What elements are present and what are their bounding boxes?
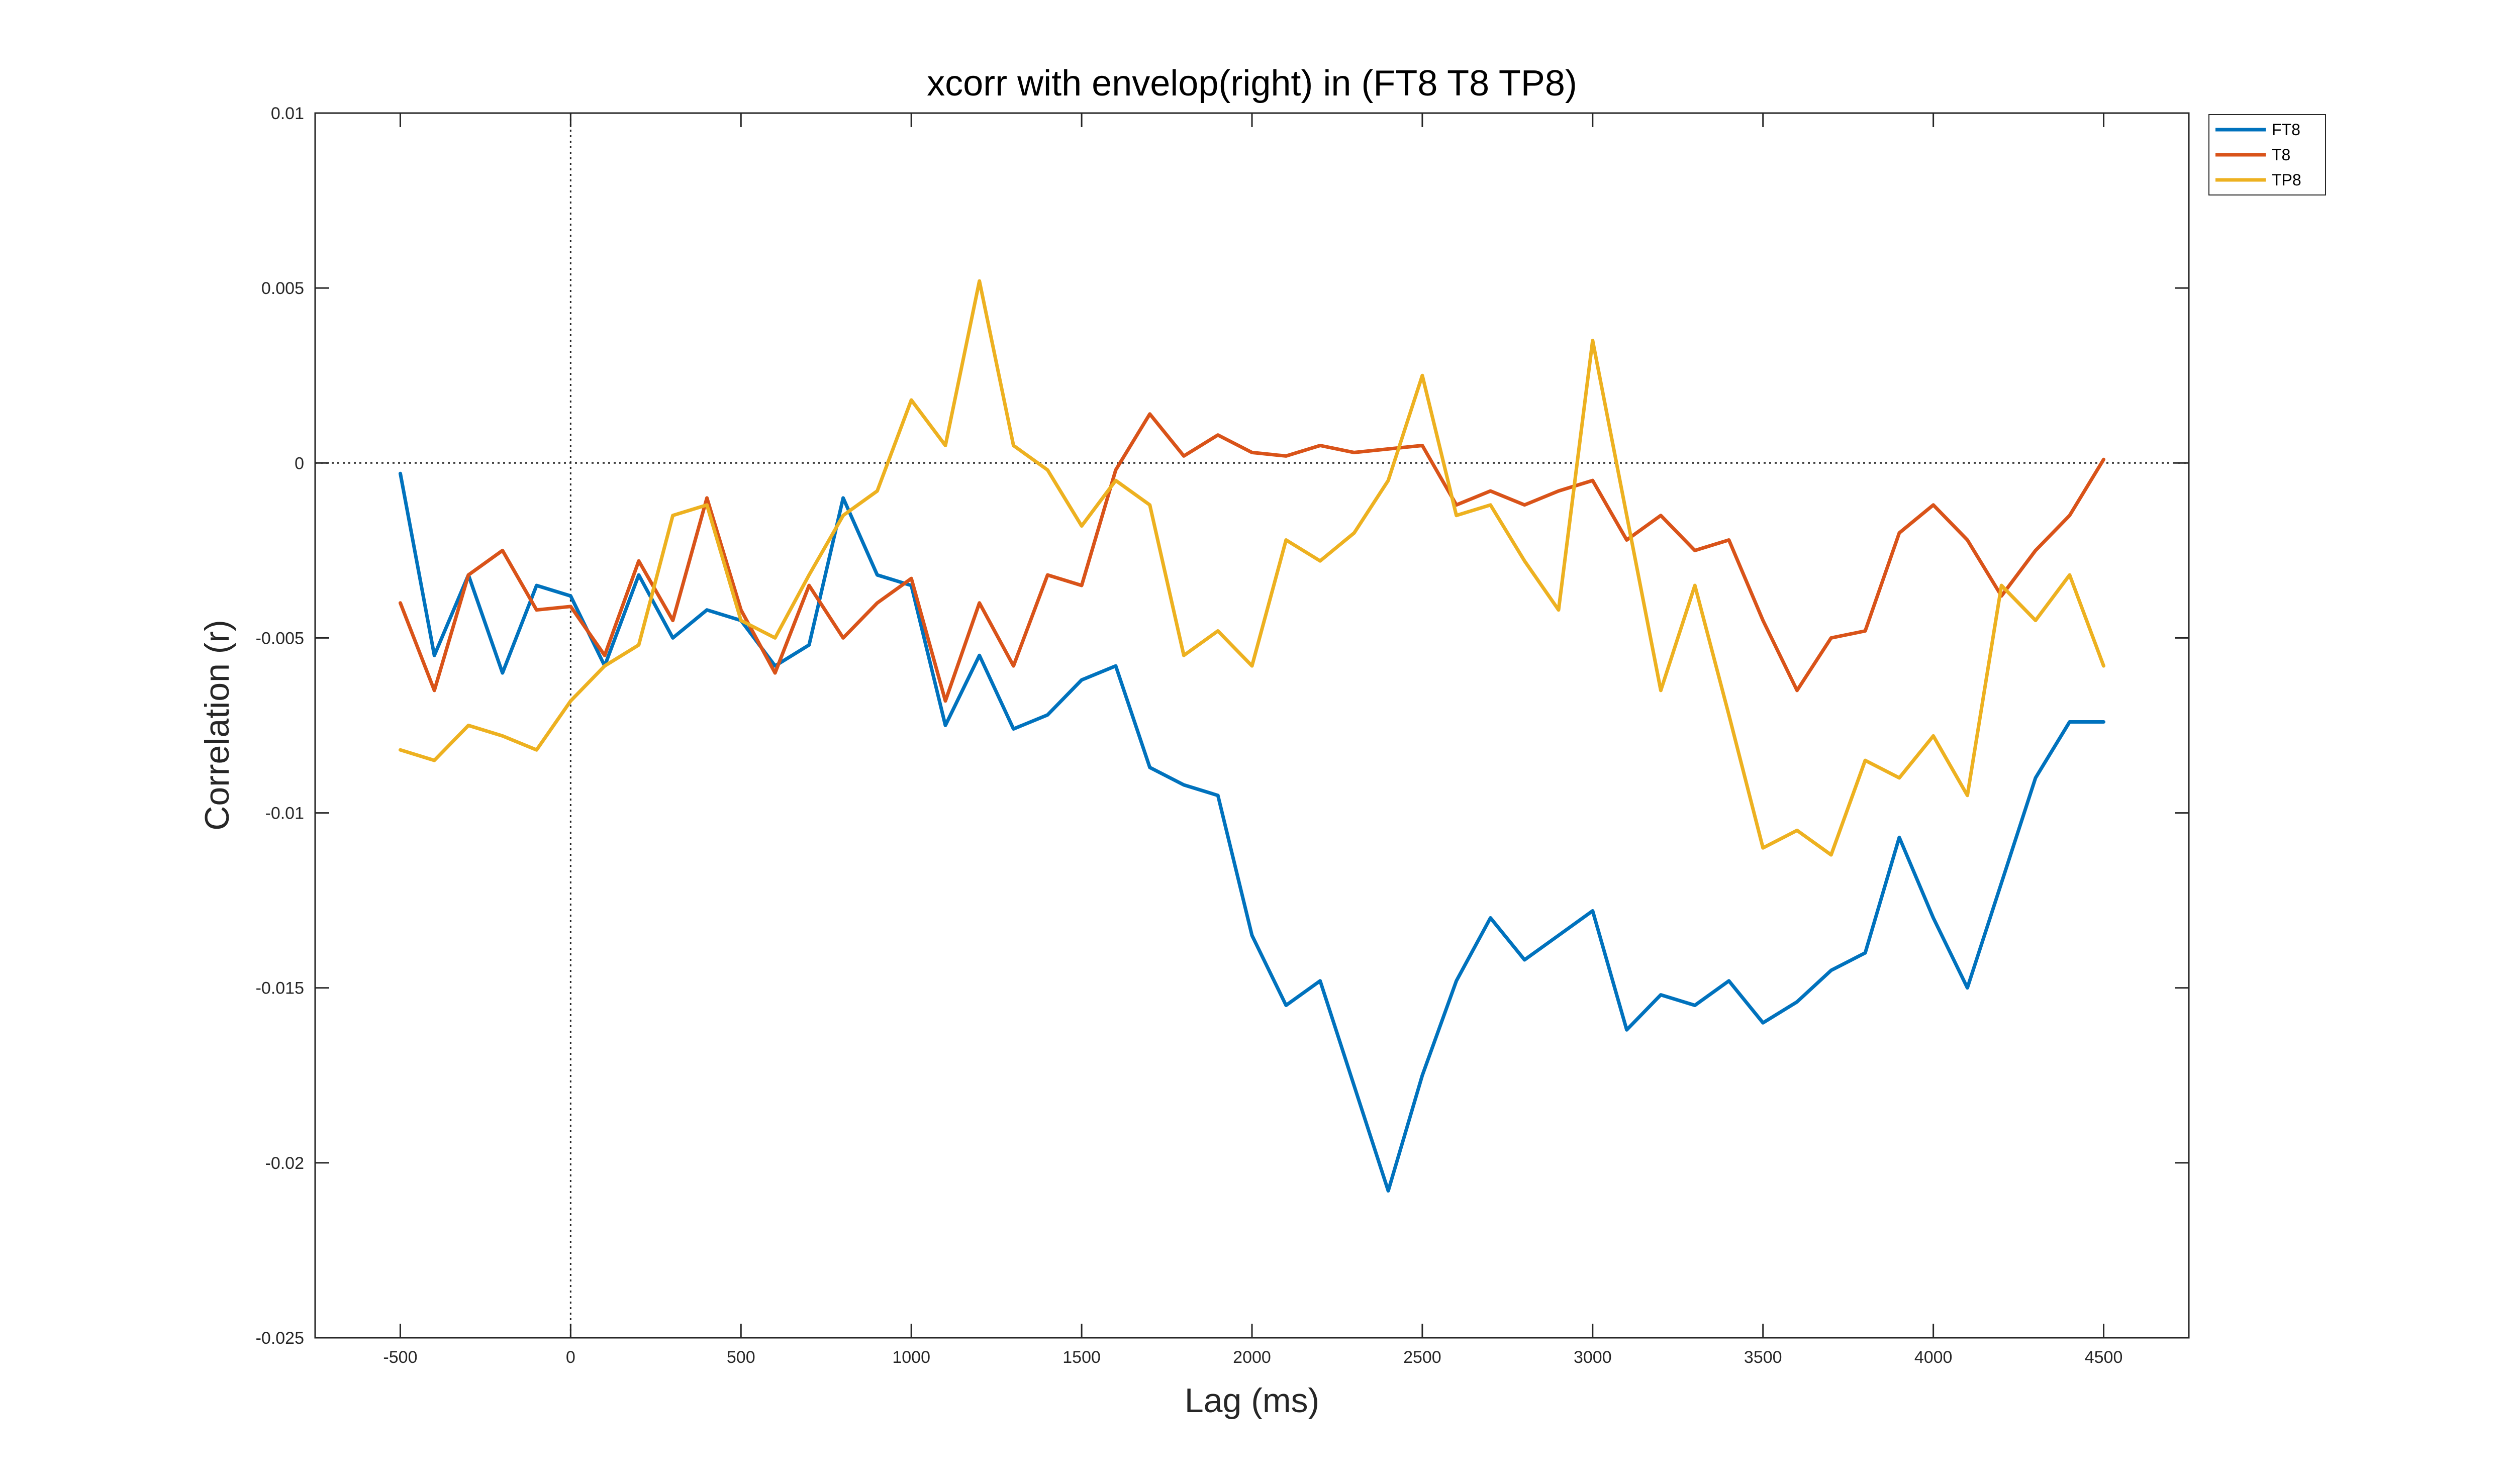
x-tick-label: 3000 bbox=[1574, 1348, 1612, 1367]
legend-label-t8: T8 bbox=[2272, 146, 2290, 164]
legend: FT8 T8 TP8 bbox=[2208, 114, 2326, 195]
y-tick-label: -0.025 bbox=[256, 1329, 304, 1348]
x-tick-label: 0 bbox=[566, 1348, 575, 1367]
y-axis-title: Correlation (r) bbox=[198, 620, 236, 830]
chart-title: xcorr with envelop(right) in (FT8 T8 TP8… bbox=[927, 63, 1577, 104]
series-line-ft8 bbox=[399, 471, 2105, 1193]
y-tick-label: -0.02 bbox=[265, 1154, 305, 1173]
x-tick-label: -500 bbox=[383, 1348, 417, 1367]
y-axis-ticks: -0.025 -0.02 -0.015 -0.01 -0.005 0 0.005 0.01 bbox=[256, 104, 2189, 1348]
y-tick-label: 0 bbox=[295, 454, 304, 473]
x-tick-label: 1000 bbox=[892, 1348, 930, 1367]
x-tick-label: 2000 bbox=[1233, 1348, 1271, 1367]
y-tick-label: -0.005 bbox=[256, 629, 304, 648]
series-line-t8 bbox=[399, 412, 2105, 703]
y-tick-label: 0.01 bbox=[271, 104, 304, 123]
legend-label-tp8: TP8 bbox=[2272, 171, 2301, 189]
series-line-tp8 bbox=[399, 279, 2105, 857]
x-tick-label: 4500 bbox=[2085, 1348, 2123, 1367]
x-tick-label: 2500 bbox=[1403, 1348, 1441, 1367]
y-tick-label: -0.015 bbox=[256, 979, 304, 998]
plot-area bbox=[314, 112, 2190, 1339]
y-tick-label: 0.005 bbox=[261, 279, 304, 298]
x-tick-label: 4000 bbox=[1914, 1348, 1953, 1367]
x-tick-label: 3500 bbox=[1744, 1348, 1782, 1367]
x-tick-label: 1500 bbox=[1062, 1348, 1101, 1367]
x-tick-label: 500 bbox=[727, 1348, 755, 1367]
x-axis-ticks: -500 0 500 1000 1500 2000 2500 3000 3500 4000 4500 bbox=[383, 113, 2122, 1367]
legend-label-ft8: FT8 bbox=[2272, 121, 2300, 139]
y-tick-label: -0.01 bbox=[265, 804, 305, 823]
x-axis-title: Lag (ms) bbox=[1185, 1381, 1319, 1420]
series-group bbox=[399, 279, 2105, 1193]
